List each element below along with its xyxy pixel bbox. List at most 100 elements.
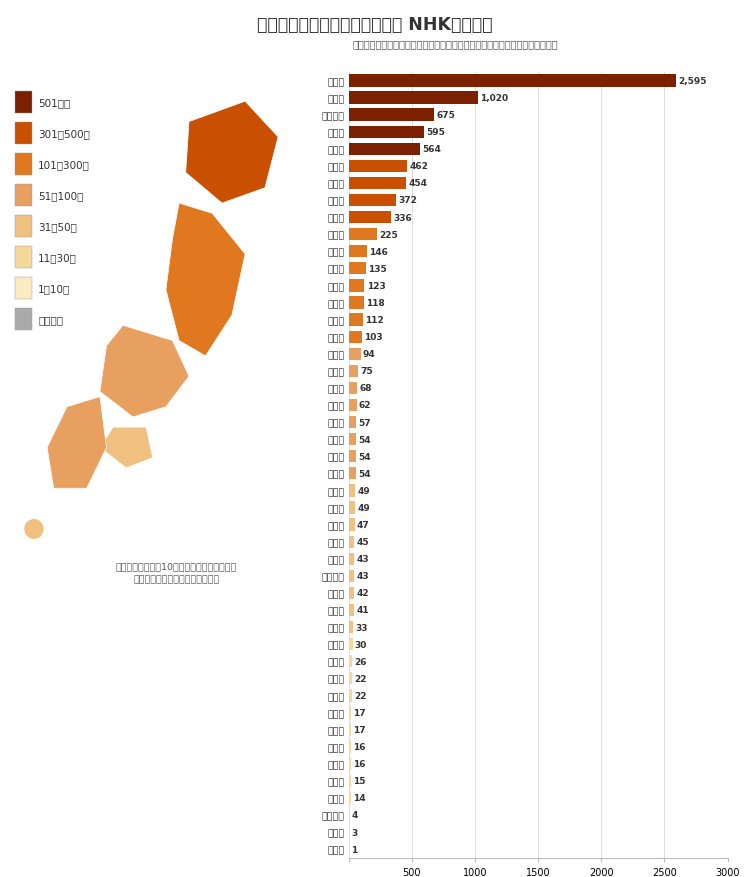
Text: 51～100人: 51～100人 — [38, 191, 83, 201]
Text: 501人～: 501人～ — [38, 98, 70, 108]
Bar — [349, 110, 434, 122]
Text: 372: 372 — [398, 196, 417, 205]
Text: 33: 33 — [356, 623, 368, 631]
Text: 4: 4 — [352, 810, 358, 819]
Polygon shape — [100, 428, 153, 468]
Text: 54: 54 — [358, 453, 370, 461]
Text: 3: 3 — [352, 828, 358, 837]
Bar — [349, 297, 364, 310]
Bar — [349, 707, 351, 719]
Text: 112: 112 — [365, 316, 384, 324]
Text: 45: 45 — [357, 538, 369, 546]
Bar — [349, 502, 355, 514]
Bar — [15, 247, 32, 268]
Bar — [349, 673, 352, 685]
Bar — [349, 144, 420, 156]
Text: 41: 41 — [356, 606, 369, 615]
Text: 68: 68 — [359, 384, 372, 393]
Text: 26: 26 — [354, 657, 367, 666]
Text: 43: 43 — [356, 572, 369, 581]
Bar — [15, 278, 32, 300]
Bar — [349, 467, 355, 480]
Bar — [349, 348, 361, 360]
Text: 135: 135 — [368, 265, 387, 274]
Text: 42: 42 — [356, 588, 369, 598]
Text: 16: 16 — [353, 742, 365, 752]
Bar — [349, 519, 355, 531]
Text: 75: 75 — [361, 367, 373, 376]
Text: 101～300人: 101～300人 — [38, 160, 90, 170]
Bar — [349, 365, 358, 377]
Text: 22: 22 — [354, 674, 366, 683]
Bar — [349, 536, 355, 548]
Text: 462: 462 — [410, 162, 428, 171]
Text: 30: 30 — [355, 640, 368, 649]
Bar — [349, 570, 354, 582]
Bar — [349, 689, 352, 702]
Bar — [349, 553, 354, 566]
Bar — [15, 154, 32, 176]
Text: 146: 146 — [370, 247, 388, 256]
Bar — [349, 587, 354, 599]
Bar — [349, 741, 351, 753]
Bar — [349, 433, 355, 446]
Text: 54: 54 — [358, 435, 370, 444]
Text: 1: 1 — [351, 845, 358, 853]
Text: 103: 103 — [364, 332, 382, 342]
Text: 94: 94 — [363, 350, 376, 359]
Bar — [349, 75, 676, 88]
Text: 301～500人: 301～500人 — [38, 129, 90, 139]
Bar — [349, 621, 353, 633]
Bar — [15, 185, 32, 207]
Text: 15: 15 — [353, 776, 365, 786]
Text: 17: 17 — [353, 725, 366, 734]
Bar — [349, 774, 351, 787]
Text: 54: 54 — [358, 469, 370, 478]
Bar — [349, 604, 354, 617]
Bar — [349, 263, 366, 275]
Text: （４月１７日午前10時半までの情報を表示）: （４月１７日午前10時半までの情報を表示） — [116, 561, 237, 570]
Text: 564: 564 — [422, 145, 441, 154]
Bar — [349, 314, 363, 326]
Text: 62: 62 — [358, 401, 371, 410]
Bar — [349, 792, 350, 804]
Bar — [15, 92, 32, 114]
Ellipse shape — [24, 519, 44, 539]
Text: 1～10人: 1～10人 — [38, 284, 70, 294]
Bar — [349, 399, 356, 411]
Text: 発表なし: 発表なし — [38, 315, 63, 324]
Bar — [349, 126, 424, 139]
Bar — [349, 246, 368, 258]
Bar — [349, 229, 377, 241]
Text: 57: 57 — [358, 418, 370, 427]
Bar — [349, 417, 356, 429]
Bar — [349, 160, 407, 173]
Bar — [349, 655, 352, 667]
Text: 都道府県別の感染者数（累計・ NHKまとめ）: 都道府県別の感染者数（累計・ NHKまとめ） — [257, 16, 493, 34]
Bar — [349, 177, 406, 189]
Bar — [349, 92, 478, 104]
Text: 17: 17 — [353, 708, 366, 717]
Text: 22: 22 — [354, 691, 366, 700]
Bar — [15, 124, 32, 145]
Text: 47: 47 — [357, 520, 370, 530]
Bar — [349, 758, 351, 770]
Text: 31～50人: 31～50人 — [38, 222, 77, 232]
Bar — [15, 309, 32, 331]
Text: 595: 595 — [426, 128, 445, 137]
Polygon shape — [47, 397, 106, 488]
Text: 454: 454 — [408, 179, 428, 189]
Text: 336: 336 — [394, 213, 412, 223]
Bar — [349, 382, 357, 395]
Bar — [15, 216, 32, 238]
Text: 118: 118 — [366, 299, 385, 308]
Text: 49: 49 — [357, 487, 370, 496]
Text: 11～30人: 11～30人 — [38, 253, 77, 263]
Polygon shape — [186, 102, 278, 203]
Bar — [349, 280, 364, 292]
Bar — [349, 451, 355, 463]
Text: 14: 14 — [352, 794, 365, 802]
Text: 225: 225 — [380, 231, 398, 239]
Text: 16: 16 — [353, 759, 365, 768]
Text: 1,020: 1,020 — [480, 94, 508, 103]
